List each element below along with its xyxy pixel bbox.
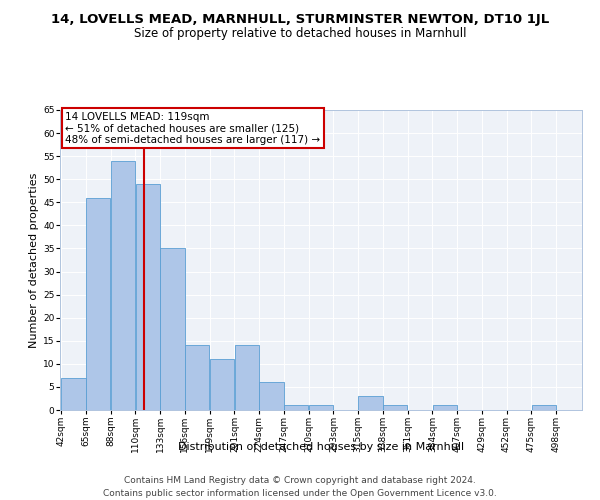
Y-axis label: Number of detached properties: Number of detached properties [29, 172, 39, 348]
Bar [160, 248, 185, 410]
Bar [383, 406, 407, 410]
Bar [210, 359, 234, 410]
Bar [284, 406, 308, 410]
Text: Distribution of detached houses by size in Marnhull: Distribution of detached houses by size … [178, 442, 464, 452]
Bar [136, 184, 160, 410]
Text: Size of property relative to detached houses in Marnhull: Size of property relative to detached ho… [134, 28, 466, 40]
Bar [259, 382, 284, 410]
Bar [235, 346, 259, 410]
Bar [111, 161, 135, 410]
Bar [86, 198, 110, 410]
Bar [185, 346, 209, 410]
Bar [358, 396, 383, 410]
Bar [309, 406, 333, 410]
Text: 14 LOVELLS MEAD: 119sqm
← 51% of detached houses are smaller (125)
48% of semi-d: 14 LOVELLS MEAD: 119sqm ← 51% of detache… [65, 112, 320, 144]
Text: 14, LOVELLS MEAD, MARNHULL, STURMINSTER NEWTON, DT10 1JL: 14, LOVELLS MEAD, MARNHULL, STURMINSTER … [51, 12, 549, 26]
Bar [433, 406, 457, 410]
Bar [61, 378, 86, 410]
Bar [532, 406, 556, 410]
Text: Contains HM Land Registry data © Crown copyright and database right 2024.: Contains HM Land Registry data © Crown c… [124, 476, 476, 485]
Text: Contains public sector information licensed under the Open Government Licence v3: Contains public sector information licen… [103, 489, 497, 498]
